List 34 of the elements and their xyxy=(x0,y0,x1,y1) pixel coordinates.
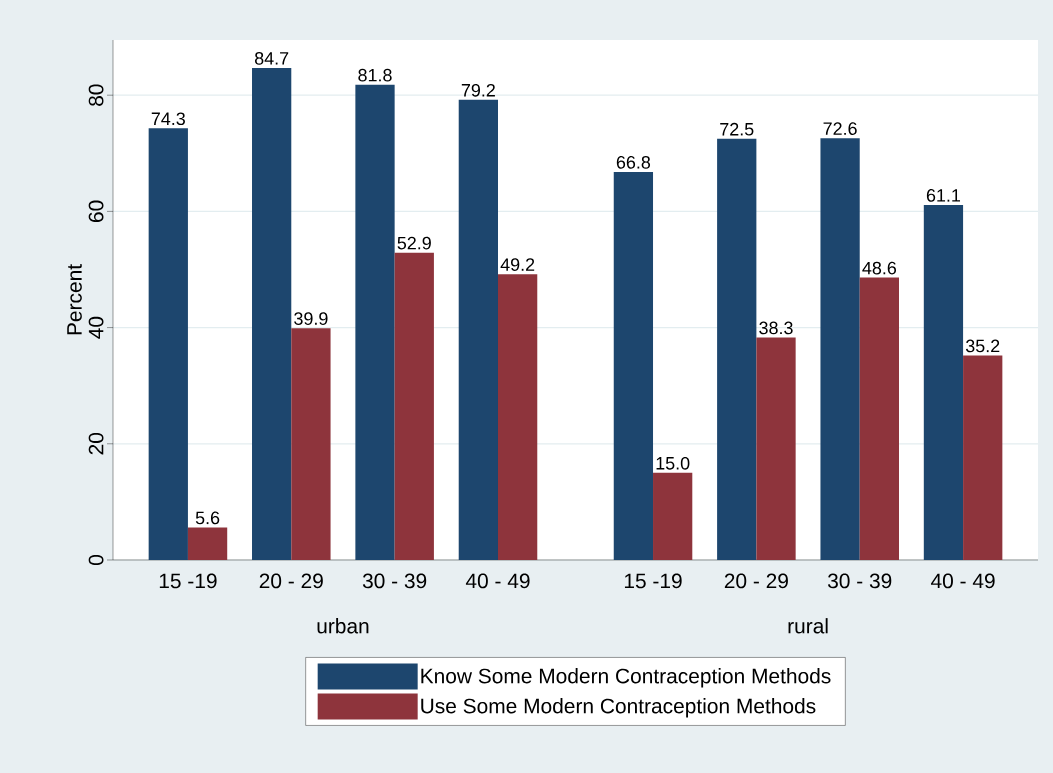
data-label: 66.8 xyxy=(616,155,651,169)
data-label: 79.2 xyxy=(461,83,495,97)
data-label: 38.3 xyxy=(759,321,793,335)
y-axis-title: Percent xyxy=(67,264,82,335)
data-label: 39.9 xyxy=(294,312,328,325)
data-label: 49.2 xyxy=(500,258,535,271)
x-tick-label: 40 - 49 xyxy=(931,573,995,589)
x-tick-label: 15 -19 xyxy=(624,573,682,589)
x-tick-label: 20 - 29 xyxy=(724,573,788,589)
data-label: 72.5 xyxy=(720,122,754,136)
data-label: 81.8 xyxy=(358,68,392,82)
text: rural xyxy=(788,618,828,634)
legend-label: Know Some Modern Contraception Methods xyxy=(421,668,831,688)
x-tick-label: 40 - 49 xyxy=(465,573,530,589)
x-tick-label: 30 - 39 xyxy=(362,573,427,589)
data-label: 74.3 xyxy=(151,112,185,126)
data-label: 48.6 xyxy=(862,261,897,275)
y-tick-label: 60 xyxy=(88,200,104,222)
x-tick-label: 15 -19 xyxy=(159,573,217,589)
text: urban xyxy=(317,618,369,634)
y-tick-label: 20 xyxy=(88,432,104,455)
data-label: 84.7 xyxy=(254,51,289,65)
data-label: 15.0 xyxy=(656,456,690,470)
data-label: 52.9 xyxy=(397,236,431,250)
data-label: 72.6 xyxy=(823,122,857,135)
data-label: 35.2 xyxy=(965,339,1000,353)
y-tick-label: 40 xyxy=(88,316,104,339)
y-tick-label: 80 xyxy=(88,84,104,106)
data-label: 5.6 xyxy=(195,511,220,525)
x-tick-label: 20 - 29 xyxy=(259,573,323,589)
y-tick-label: 0 xyxy=(88,555,104,565)
data-label: 61.1 xyxy=(926,189,961,202)
x-tick-label: 30 - 39 xyxy=(827,573,892,589)
legend-label: Use Some Modern Contraception Methods xyxy=(421,698,816,718)
